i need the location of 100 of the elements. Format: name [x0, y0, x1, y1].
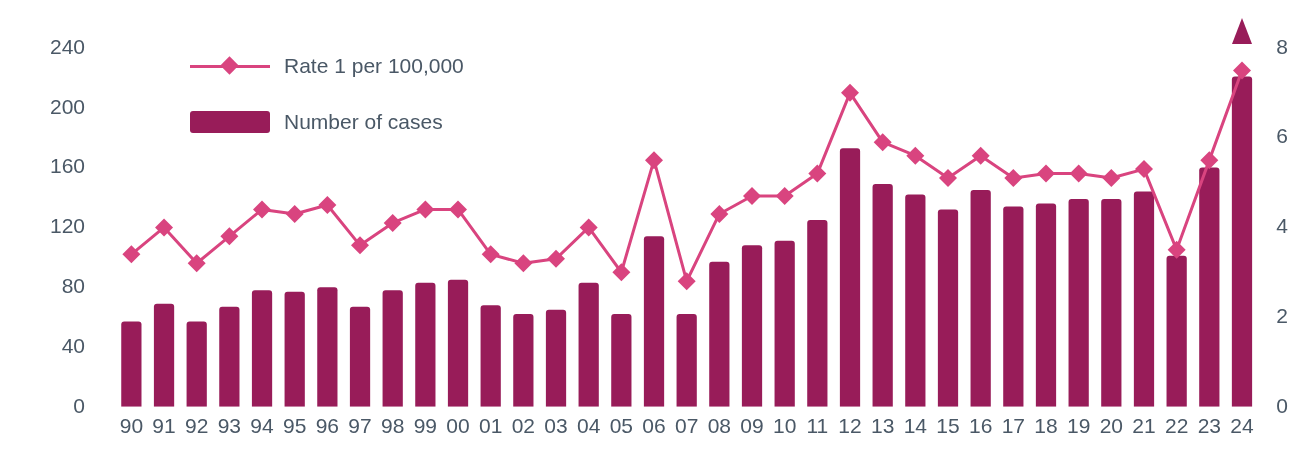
bar [284, 291, 305, 407]
bar [480, 305, 501, 407]
point [481, 245, 500, 264]
bar [121, 321, 142, 407]
point [808, 164, 827, 183]
x-tick-label: 93 [217, 414, 242, 438]
point [351, 236, 370, 255]
point [1200, 151, 1219, 170]
point [579, 218, 598, 237]
point [841, 83, 860, 102]
x-tick-label: 00 [446, 414, 470, 438]
bar [1068, 199, 1089, 407]
x-tick-label: 23 [1197, 414, 1221, 438]
y2-tick-label: 6 [1276, 124, 1289, 148]
point [253, 200, 272, 219]
legend-label: Number of cases [284, 110, 443, 134]
point [1004, 169, 1023, 188]
x-tick-label: 14 [903, 414, 928, 438]
bar [611, 314, 632, 407]
point [449, 200, 468, 219]
bar [251, 290, 273, 407]
x-tick-label: 01 [479, 414, 503, 438]
bar [807, 219, 828, 407]
x-tick-label: 21 [1132, 414, 1156, 438]
x-tick-label: 18 [1034, 414, 1058, 438]
bar [317, 287, 338, 407]
x-tick-label: 08 [707, 414, 732, 438]
point [1102, 169, 1121, 188]
point [1167, 240, 1186, 259]
bar [1231, 76, 1253, 407]
bar [1166, 255, 1187, 407]
bar [741, 245, 763, 407]
point [1134, 160, 1153, 179]
y-tick-label: 40 [61, 333, 86, 357]
x-tick-label: 04 [577, 414, 601, 438]
point [514, 254, 533, 273]
x-tick-label: 06 [642, 414, 666, 438]
bar [1035, 203, 1057, 407]
bar [709, 261, 730, 407]
x-tick-label: 90 [119, 414, 144, 438]
y2-tick-label: 8 [1276, 34, 1289, 58]
bar [1101, 199, 1122, 407]
x-tick-label: 15 [936, 414, 960, 438]
x-tick-label: 95 [283, 414, 307, 438]
bar [1133, 191, 1155, 407]
y-tick-label: 120 [49, 214, 86, 238]
point [122, 245, 141, 264]
y2-tick-label: 4 [1276, 214, 1289, 238]
point [285, 204, 304, 223]
x-tick-label: 09 [740, 414, 764, 438]
x-tick-label: 99 [413, 414, 438, 438]
x-tick-label: 03 [544, 414, 568, 438]
x-tick-label: 12 [838, 414, 862, 438]
x-tick-label: 10 [773, 414, 797, 438]
point [645, 151, 664, 170]
bar [676, 314, 697, 407]
y-tick-label: 160 [49, 154, 86, 178]
x-tick-label: 24 [1230, 414, 1254, 438]
point [155, 218, 174, 237]
point [743, 187, 762, 206]
x-tick-label: 22 [1164, 414, 1189, 438]
point [971, 146, 990, 165]
bar [382, 290, 403, 407]
x-tick-label: 96 [315, 414, 340, 438]
point [187, 254, 206, 273]
y2-tick-label: 0 [1276, 393, 1289, 417]
point [1232, 61, 1251, 80]
point [1069, 164, 1088, 183]
point [677, 272, 696, 291]
y-tick-label: 200 [49, 94, 86, 118]
bar [937, 209, 959, 407]
point [318, 195, 337, 214]
y-tick-label: 0 [73, 393, 86, 417]
bar [1003, 206, 1024, 407]
point [383, 213, 402, 232]
bar [415, 282, 436, 407]
legend-label: Rate 1 per 100,000 [284, 54, 464, 78]
x-tick-label: 07 [675, 414, 699, 438]
point [775, 187, 794, 206]
bar [970, 190, 991, 407]
x-tick-label: 20 [1099, 414, 1124, 438]
y2-tick-label: 2 [1276, 303, 1289, 327]
bar [545, 309, 567, 407]
x-tick-label: 11 [806, 414, 829, 438]
x-tick-label: 02 [511, 414, 536, 438]
point [220, 227, 239, 246]
x-tick-label: 91 [152, 414, 176, 438]
point [906, 146, 925, 165]
x-tick-label: 92 [185, 414, 209, 438]
bar [905, 194, 926, 407]
bar [186, 321, 207, 407]
point [873, 133, 892, 152]
x-tick-label: 13 [870, 414, 895, 438]
bar [513, 314, 534, 407]
bar [219, 306, 240, 407]
x-tick-label: 94 [250, 414, 275, 438]
x-tick-label: 05 [609, 414, 634, 438]
bar [872, 184, 893, 407]
x-tick-label: 98 [381, 414, 405, 438]
point [939, 169, 957, 188]
